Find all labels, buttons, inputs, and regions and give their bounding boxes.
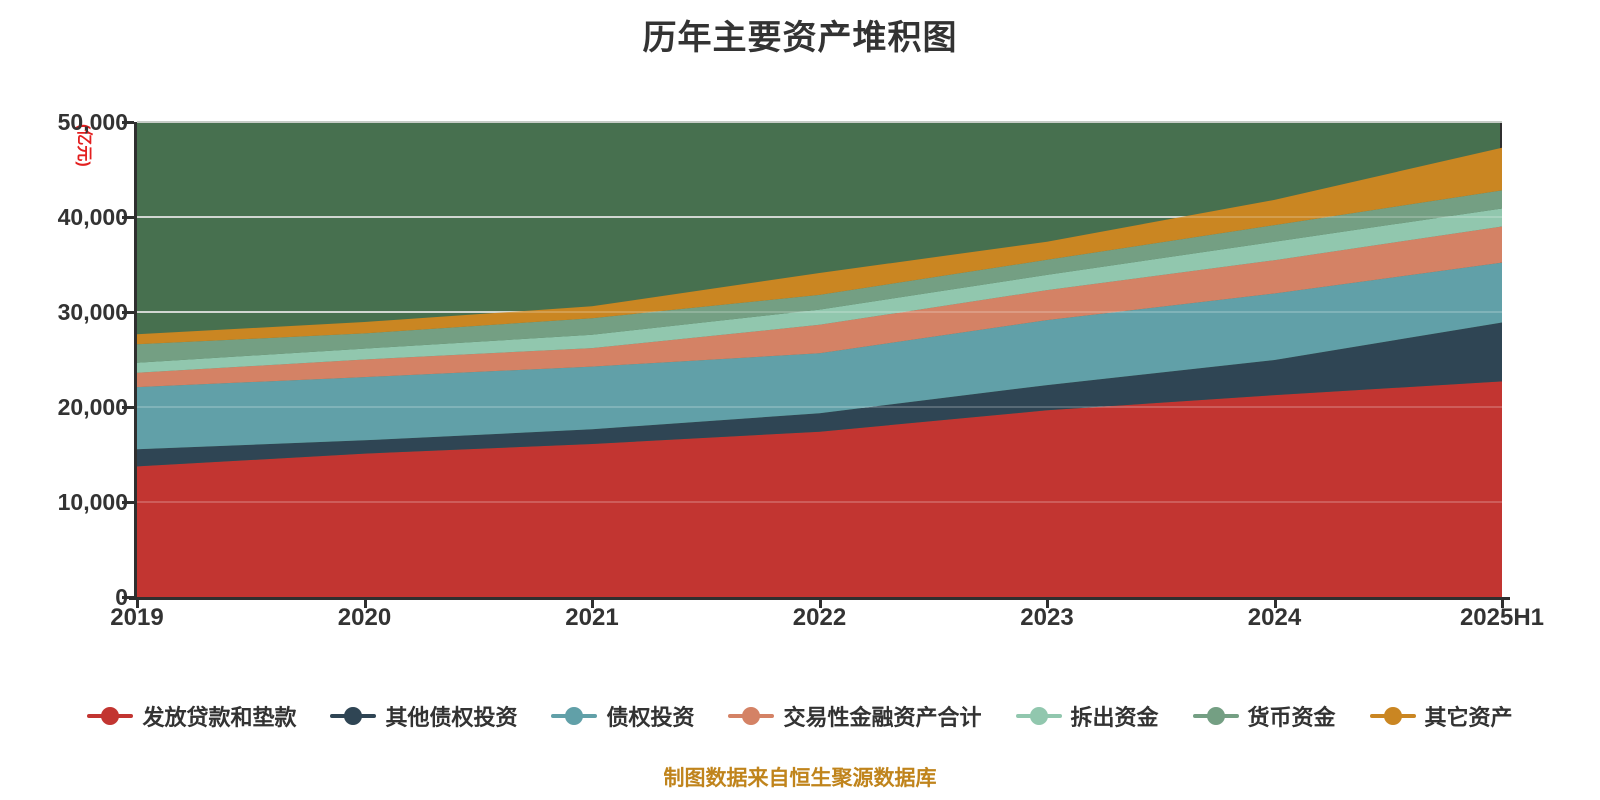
area-series-2	[137, 262, 1502, 450]
legend-dot-icon	[1383, 707, 1402, 725]
gridline-overlay-10000	[137, 501, 1502, 503]
gridline-overlay-30000	[137, 311, 1502, 313]
x-axis-line	[129, 597, 1510, 600]
legend-label: 债权投资	[606, 705, 695, 730]
legend-marker-icon	[87, 706, 134, 726]
area-series-1	[137, 322, 1502, 467]
legend-item-0[interactable]: 发放贷款和垫款	[87, 700, 296, 732]
x-tick-2021	[591, 600, 594, 608]
y-tick-label-30000: 30,000	[57, 299, 128, 325]
area-series-3	[137, 226, 1502, 388]
legend-dot-icon	[101, 707, 120, 725]
gridline-40000	[137, 216, 1502, 218]
stack-svg	[137, 147, 1502, 597]
y-tick-0	[122, 596, 134, 599]
legend-item-1[interactable]: 其他债权投资	[330, 700, 517, 732]
legend-label: 其他债权投资	[385, 705, 518, 730]
legend-marker-icon	[1369, 706, 1416, 726]
x-tick-label-2025H1: 2025H1	[1459, 604, 1545, 631]
legend-item-6[interactable]: 其它资产	[1369, 700, 1513, 732]
x-tick-2023	[1046, 600, 1049, 608]
legend: 发放贷款和垫款 其他债权投资 债权投资 交易性金融资产合计 拆出资金 货币资金 其它资产	[0, 700, 1600, 732]
legend-dot-icon	[742, 707, 761, 725]
y-tick-label-10000: 10,000	[57, 489, 128, 515]
y-tick-40000	[122, 216, 134, 219]
y-tick-label-40000: 40,000	[57, 204, 128, 230]
legend-item-3[interactable]: 交易性金融资产合计	[728, 700, 982, 732]
x-tick-label-2022: 2022	[792, 604, 847, 631]
x-tick-label-2020: 2020	[337, 604, 392, 631]
y-tick-label-50000: 50,000	[57, 109, 128, 135]
gridline-overlay-40000	[137, 216, 1502, 218]
legend-dot-icon	[344, 707, 363, 725]
legend-item-5[interactable]: 货币资金	[1192, 700, 1336, 732]
legend-marker-icon	[728, 706, 775, 726]
legend-label: 拆出资金	[1070, 705, 1159, 730]
y-axis-line	[134, 122, 137, 597]
legend-label: 发放贷款和垫款	[142, 705, 297, 730]
gridline-50000	[137, 121, 1502, 123]
x-tick-2020	[363, 600, 367, 608]
x-tick-2022	[818, 600, 822, 608]
x-tick-label-2024: 2024	[1247, 604, 1302, 631]
y-tick-30000	[122, 311, 134, 314]
x-tick-label-2019: 2019	[110, 604, 164, 631]
legend-marker-icon	[330, 706, 377, 726]
legend-item-4[interactable]: 拆出资金	[1015, 700, 1159, 732]
footer-note: 制图数据来自恒生聚源数据库	[663, 767, 937, 790]
legend-label: 其它资产	[1424, 705, 1513, 730]
legend-dot-icon	[565, 707, 584, 725]
y-tick-label-20000: 20,000	[57, 394, 128, 420]
plot-area	[122, 121, 1510, 608]
legend-label: 交易性金融资产合计	[783, 705, 982, 730]
legend-item-2[interactable]: 债权投资	[551, 700, 694, 732]
y-tick-50000	[122, 121, 134, 124]
y-tick-20000	[122, 406, 134, 409]
x-tick-label-2021: 2021	[565, 604, 619, 631]
x-tick-label-2023: 2023	[1020, 604, 1074, 631]
legend-marker-icon	[551, 706, 598, 726]
y-tick-10000	[122, 501, 134, 504]
legend-marker-icon	[1192, 706, 1239, 726]
area-series-5	[137, 190, 1502, 363]
legend-marker-icon	[1015, 706, 1062, 726]
legend-dot-icon	[1206, 707, 1225, 725]
gridline-overlay-20000	[137, 406, 1502, 408]
chart-title: 历年主要资产堆积图	[642, 19, 958, 57]
area-series-4	[137, 208, 1502, 373]
x-tick-2019	[136, 600, 139, 608]
x-tick-2025H1	[1501, 600, 1504, 608]
legend-dot-icon	[1029, 707, 1048, 725]
area-series-0	[137, 381, 1502, 597]
x-tick-2024	[1273, 600, 1277, 608]
y-tick-label-0: 0	[0, 584, 128, 610]
legend-label: 货币资金	[1247, 705, 1336, 730]
